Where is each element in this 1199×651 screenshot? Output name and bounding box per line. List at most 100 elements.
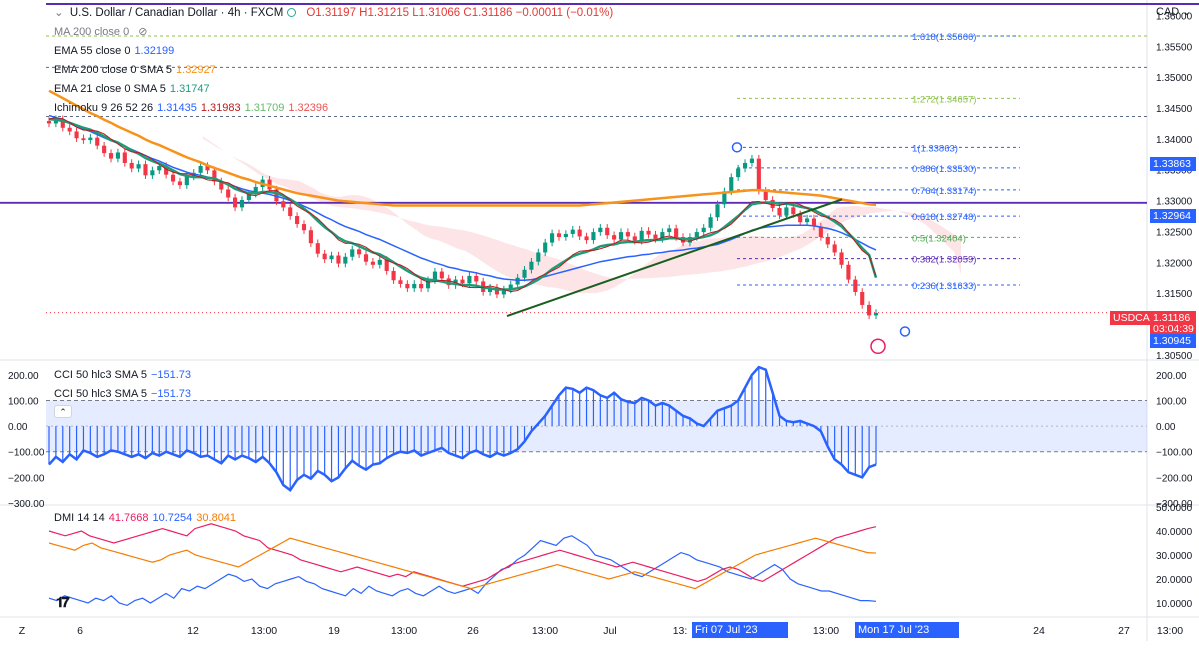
candle-body [508, 284, 513, 290]
candle-body [474, 275, 479, 282]
candle-body [198, 166, 203, 173]
fib-level-label: 0.382(1.32059) [912, 255, 976, 266]
ma200-label: MA 200 close 0 [54, 26, 130, 38]
candle-body [570, 229, 575, 234]
candle-body [653, 234, 658, 239]
price-axis-tick: 1.35000 [1156, 73, 1193, 84]
candle-body [536, 252, 541, 262]
chevron-down-icon: ⌄ [1182, 6, 1192, 18]
time-axis-tick: Z [19, 625, 26, 637]
candle-body [708, 217, 713, 228]
candle-body [846, 264, 851, 280]
legend-ma200[interactable]: MA 200 close 0 ⊘ [54, 25, 148, 39]
candle-body [777, 208, 782, 216]
fib-level-label: 1.618(1.35666) [912, 32, 976, 43]
candle-body [605, 227, 610, 236]
ichimoku-label: Ichimoku 9 26 52 26 [54, 102, 154, 114]
candle-body [563, 233, 568, 238]
candle-body [233, 197, 238, 208]
candle-body [467, 275, 472, 284]
candle-body [867, 304, 872, 316]
cci-line [48, 365, 877, 492]
candle-body [170, 174, 176, 182]
time-axis-tick: 6 [77, 625, 83, 637]
dmi-label: DMI 14 14 [54, 512, 105, 524]
candle-body [439, 271, 444, 279]
last-price-tag: 1.31186 [1150, 311, 1196, 325]
fib-level-label: 0.5(1.32404) [912, 233, 966, 244]
candle-body [288, 207, 293, 217]
time-axis-tick: 13: [673, 625, 688, 637]
candle-body [667, 228, 672, 233]
legend-ichimoku[interactable]: Ichimoku 9 26 52 26 1.31435 1.31983 1.31709… [54, 101, 328, 115]
candle-body [873, 312, 879, 316]
ema21-value: 1.31747 [169, 83, 210, 95]
candle-body [529, 261, 534, 270]
price-axis-tick: 1.36000 [1156, 11, 1193, 22]
legend-ema55[interactable]: EMA 55 close 0 1.32199 [54, 44, 174, 58]
dmi-v3: 30.8041 [196, 512, 237, 524]
legend-dmi[interactable]: DMI 14 14 41.7668 10.7254 30.8041 [54, 511, 236, 525]
time-axis-tick: 13:00 [1157, 625, 1183, 637]
symbol-title[interactable]: U.S. Dollar / Canadian Dollar · 4h · FXC… [69, 7, 284, 19]
candle-body [53, 119, 58, 124]
dmi-axis-tick: 20.0000 [1156, 575, 1193, 586]
candle-body [550, 233, 555, 243]
ichimoku-cloud [202, 136, 961, 294]
candle-body [818, 226, 823, 238]
candle-body [350, 249, 355, 257]
candle-body [639, 230, 644, 241]
candle-body [632, 236, 637, 241]
currency-selector[interactable]: CAD ⌄ [1150, 2, 1196, 22]
legend-ema21[interactable]: EMA 21 close 0 SMA 5 1.31747 [54, 82, 210, 96]
price-axis-tick: 1.35500 [1156, 42, 1193, 53]
ichimoku-v1: 1.31435 [157, 102, 197, 114]
candle-body [184, 176, 189, 186]
candle-body [425, 280, 431, 289]
candle-body [205, 166, 210, 171]
legend-ema200[interactable]: EMA 200 close 0 SMA 5 1.32927 [54, 63, 216, 77]
candle-body [501, 289, 506, 295]
currency-label: CAD [1156, 6, 1180, 18]
dmi-series-line [48, 523, 877, 587]
collapse-chevron-icon[interactable]: ⌄ [54, 7, 64, 19]
candle-body [701, 227, 706, 233]
tradingview-logo: 𝟏𝟕 [56, 594, 70, 610]
legend-cci-2[interactable]: CCI 50 hlc3 SMA 5 −151.73 [54, 387, 191, 401]
ema55-value: 1.32199 [134, 45, 175, 57]
candle-body [839, 252, 844, 265]
cci-axis-tick-left: −300.00 [8, 499, 45, 510]
collapse-cci-button[interactable]: ⌃ [54, 405, 72, 418]
candle-body [791, 207, 796, 215]
cci-axis-tick: −100.00 [1156, 448, 1193, 459]
ichimoku-v2: 1.31983 [200, 102, 241, 114]
dmi-axis-tick: 40.0000 [1156, 527, 1193, 538]
eye-off-icon[interactable]: ⊘ [138, 26, 148, 38]
symbol-header[interactable]: ⌄ U.S. Dollar / Canadian Dollar · 4h · F… [54, 6, 613, 20]
cci-axis-tick: −200.00 [1156, 473, 1193, 484]
ema21-label: EMA 21 close 0 SMA 5 [54, 83, 166, 95]
ema200-line [48, 89, 877, 207]
candle-body [88, 137, 93, 141]
candle-body [150, 170, 155, 176]
high-price-tag: 1.33863 [1150, 157, 1196, 171]
candle-body [598, 227, 603, 233]
time-axis-tick: 24 [1033, 625, 1045, 637]
candle-body [584, 236, 589, 241]
candle-body [487, 287, 493, 292]
candle-body [122, 152, 127, 163]
candle-body [253, 187, 258, 194]
ema21-line [48, 117, 878, 291]
legend-cci-1[interactable]: CCI 50 hlc3 SMA 5 −151.73 [54, 368, 191, 382]
dmi-axis-tick: 50.0000 [1156, 503, 1193, 514]
candle-body [398, 280, 403, 284]
candle-body [494, 287, 500, 295]
candle-body [74, 131, 79, 139]
ema200-label: EMA 200 close 0 SMA 5 [54, 64, 173, 76]
cci1-value: −151.73 [150, 369, 192, 381]
candle-body [108, 153, 114, 159]
ichimoku-baseline [48, 117, 877, 293]
candle-body [577, 229, 582, 237]
time-axis-tick: 26 [467, 625, 479, 637]
